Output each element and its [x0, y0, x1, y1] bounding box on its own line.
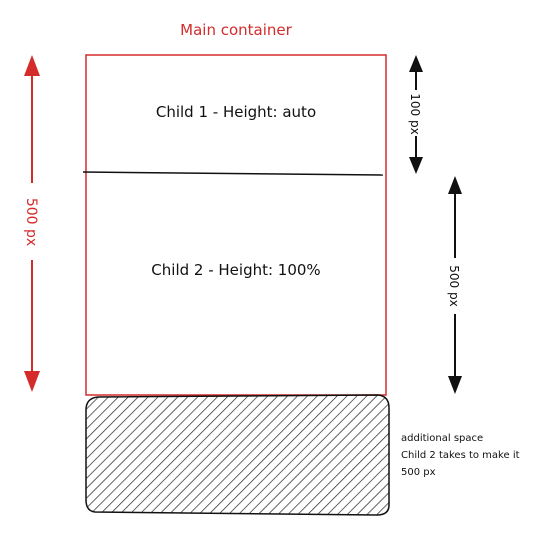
child-divider-line: [82, 171, 384, 176]
child2-label: Child 2 - Height: 100%: [151, 261, 320, 279]
main-container-box: [85, 54, 387, 396]
overflow-hatched-area: [85, 394, 390, 516]
child2-height-arrow: 500 px: [447, 176, 462, 394]
child2-height-label: 500 px: [447, 265, 461, 306]
main-container-title: Main container: [180, 21, 292, 39]
child1-height-arrow: 100 px: [408, 55, 423, 174]
container-height-label: 500 px: [23, 198, 39, 246]
overflow-note-line-1: additional space: [401, 433, 483, 444]
container-height-arrow: 500 px: [23, 55, 40, 392]
child1-label: Child 1 - Height: auto: [156, 103, 316, 121]
child1-height-label: 100 px: [408, 93, 422, 134]
overflow-note-line-2: Child 2 takes to make it: [401, 450, 520, 461]
overflow-note: additional space Child 2 takes to make i…: [401, 433, 523, 478]
overflow-note-line-3: 500 px: [401, 467, 436, 478]
